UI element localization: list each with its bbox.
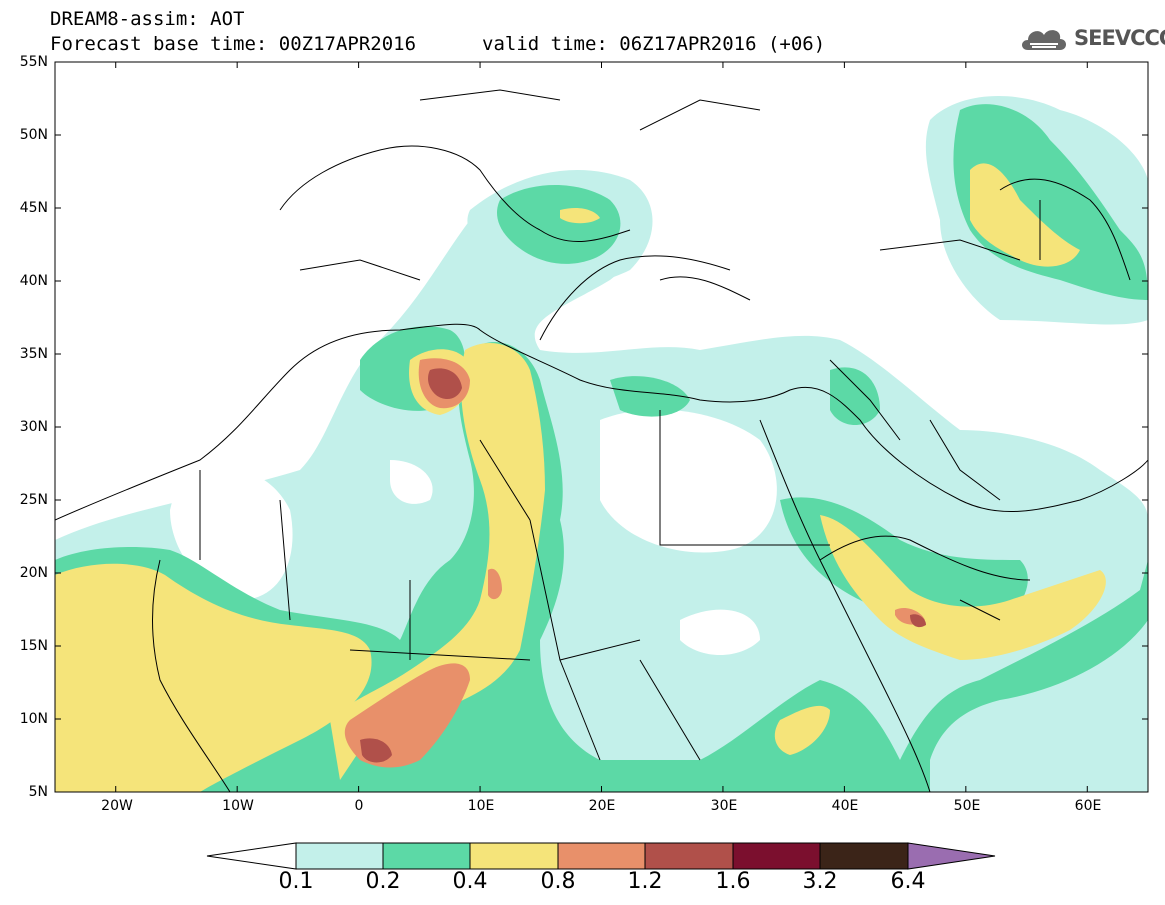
colorbar-label: 0.1 [278, 869, 314, 894]
colorbar-segment [732, 842, 821, 870]
axis-ticks [55, 61, 1148, 793]
colorbar-label: 0.8 [540, 869, 576, 894]
lon-label: 10E [467, 798, 495, 814]
lat-label: 50N [19, 127, 48, 143]
lat-label: 25N [19, 492, 48, 508]
colorbar-over-triangle [907, 842, 996, 870]
lat-label: 10N [19, 711, 48, 727]
lon-label: 60E [1074, 798, 1102, 814]
lat-label: 5N [28, 784, 48, 800]
lon-label: 10W [222, 798, 254, 814]
lat-label: 45N [19, 200, 48, 216]
seevccc-logo: SEEVCCC [1018, 22, 1165, 54]
lat-label: 20N [19, 565, 48, 581]
colorbar-segment [557, 842, 646, 870]
lat-label: 40N [19, 273, 48, 289]
colorbar-label: 6.4 [890, 869, 926, 894]
valid-time: valid time: 06Z17APR2016 (+06) [482, 33, 826, 55]
cloud-logo-icon [1022, 30, 1066, 50]
map-title: DREAM8-assim: AOT [50, 8, 245, 30]
colorbar-segment [295, 842, 384, 870]
colorbar-label: 0.4 [452, 869, 488, 894]
forecast-base-time: Forecast base time: 00Z17APR2016 [50, 33, 417, 55]
colorbar-segment [469, 842, 559, 870]
colorbar-segment [644, 842, 734, 870]
lat-label: 55N [19, 54, 48, 70]
logo-text: SEEVCCC [1074, 26, 1165, 50]
lon-label: 30E [710, 798, 738, 814]
aot-field [55, 62, 1148, 792]
colorbar-segment [382, 842, 471, 870]
colorbar [206, 842, 996, 870]
lon-label: 0 [354, 798, 364, 814]
lon-label: 40E [831, 798, 859, 814]
lat-label: 30N [19, 419, 48, 435]
lon-label: 50E [953, 798, 981, 814]
colorbar-label: 3.2 [802, 869, 838, 894]
colorbar-label: 1.6 [715, 869, 751, 894]
lon-label: 20E [588, 798, 616, 814]
lat-label: 35N [19, 346, 48, 362]
colorbar-label: 0.2 [365, 869, 401, 894]
colorbar-under-triangle [206, 842, 297, 870]
colorbar-segment [819, 842, 909, 870]
aot-map [54, 61, 1149, 793]
lon-label: 20W [101, 798, 133, 814]
colorbar-label: 1.2 [627, 869, 663, 894]
lat-label: 15N [19, 638, 48, 654]
